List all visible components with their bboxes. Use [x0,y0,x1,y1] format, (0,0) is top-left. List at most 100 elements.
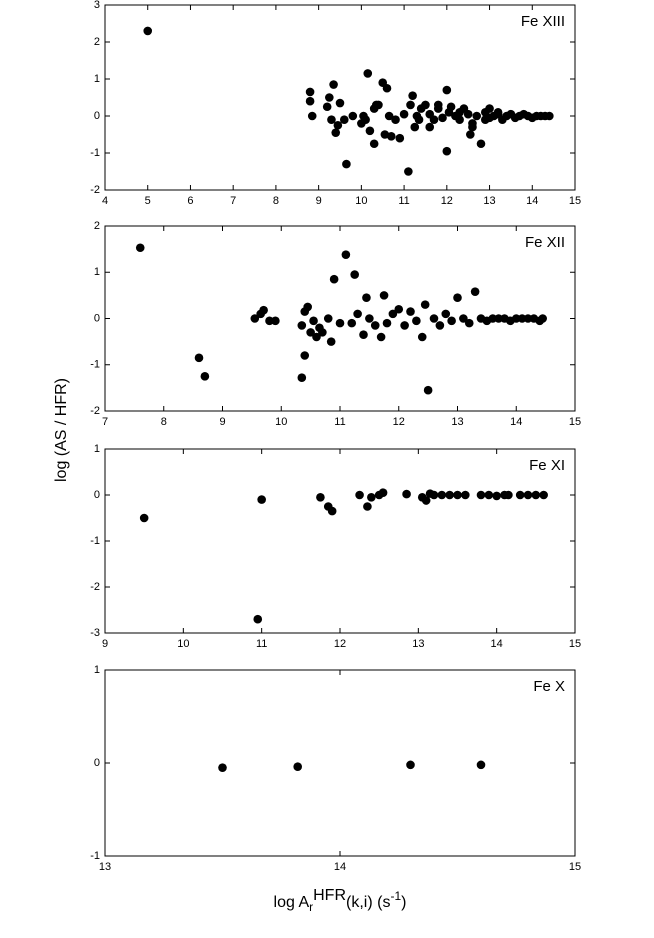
x-tick-label: 13 [451,416,463,428]
point [326,337,336,346]
plot-frame [104,4,576,191]
x-label-part: (k,i) (s [346,894,390,911]
point [333,120,343,130]
x-label-part: ) [401,894,406,911]
point [488,314,498,323]
point [382,83,392,93]
point [363,502,372,511]
point [362,293,371,302]
x-label-sup: HFR [313,887,346,904]
point [271,316,280,326]
point [327,506,337,516]
panel-label: Fe XI [529,457,565,474]
x-tick-label: 8 [161,416,167,428]
x-tick-label: 14 [510,416,522,428]
point [293,762,303,772]
point [463,109,473,119]
point [441,309,451,319]
point [365,126,375,136]
point [318,328,327,337]
point [545,111,554,121]
point [493,108,503,117]
point [350,270,359,279]
point [480,115,490,124]
point [423,385,433,395]
point [306,328,315,337]
y-tick-label: -2 [90,405,100,417]
x-tick-label: 12 [441,195,453,207]
point [438,113,447,123]
point [504,490,513,500]
point [353,309,362,319]
point [435,321,445,330]
point [523,314,533,323]
x-tick-label: 4 [102,195,108,207]
point [455,115,464,124]
point [386,132,396,141]
point [303,302,312,312]
point [523,490,533,500]
panel-label: Fe XIII [521,13,565,30]
point [437,490,447,500]
point [511,314,521,323]
x-tick-label: 11 [398,195,409,207]
point [379,291,389,300]
y-tick-label: -3 [90,627,100,639]
x-label-part: log A [274,894,310,911]
point [466,130,475,139]
y-tick-label: 2 [94,36,100,48]
point [378,488,388,498]
point [341,250,351,259]
x-tick-label: 6 [187,195,193,207]
point [325,93,334,102]
y-tick-label: -1 [90,359,100,371]
point [476,760,486,770]
y-axis-label: log (AS / HFR) [53,378,70,482]
y-tick-label: 2 [94,220,100,232]
point [539,490,548,500]
point [429,115,439,124]
point [312,332,321,342]
point [531,490,541,500]
point [517,314,527,323]
point [421,100,430,110]
point [355,490,364,500]
x-tick-label: 12 [334,638,346,650]
x-tick-label: 8 [273,195,279,207]
point [447,316,456,326]
point [250,314,260,323]
x-tick-label: 15 [569,638,581,650]
point [406,100,415,110]
point [139,513,149,523]
point [391,115,400,124]
point [329,274,339,284]
x-tick-label: 13 [483,195,495,207]
x-tick-label: 5 [145,195,151,207]
x-tick-label: 10 [177,638,189,650]
point [425,122,435,132]
point [464,318,474,328]
x-tick-label: 14 [526,195,538,207]
point [376,332,386,342]
point [259,305,268,315]
plot-frame [104,448,576,634]
x-tick-label: 9 [316,195,322,207]
point [339,115,349,124]
point [218,763,227,772]
point [347,318,357,328]
point [455,108,464,117]
point [253,614,263,624]
point [515,490,525,500]
x-label-sup: -1 [390,889,401,903]
point [412,316,421,326]
plot-frame [104,669,576,857]
y-tick-label: 1 [94,443,100,455]
point [494,314,503,323]
x-label-sub: r [309,900,313,914]
y-tick-label: 0 [94,110,100,122]
x-tick-label: 13 [99,861,111,873]
point [421,496,431,505]
point [361,115,370,124]
point [402,489,411,499]
